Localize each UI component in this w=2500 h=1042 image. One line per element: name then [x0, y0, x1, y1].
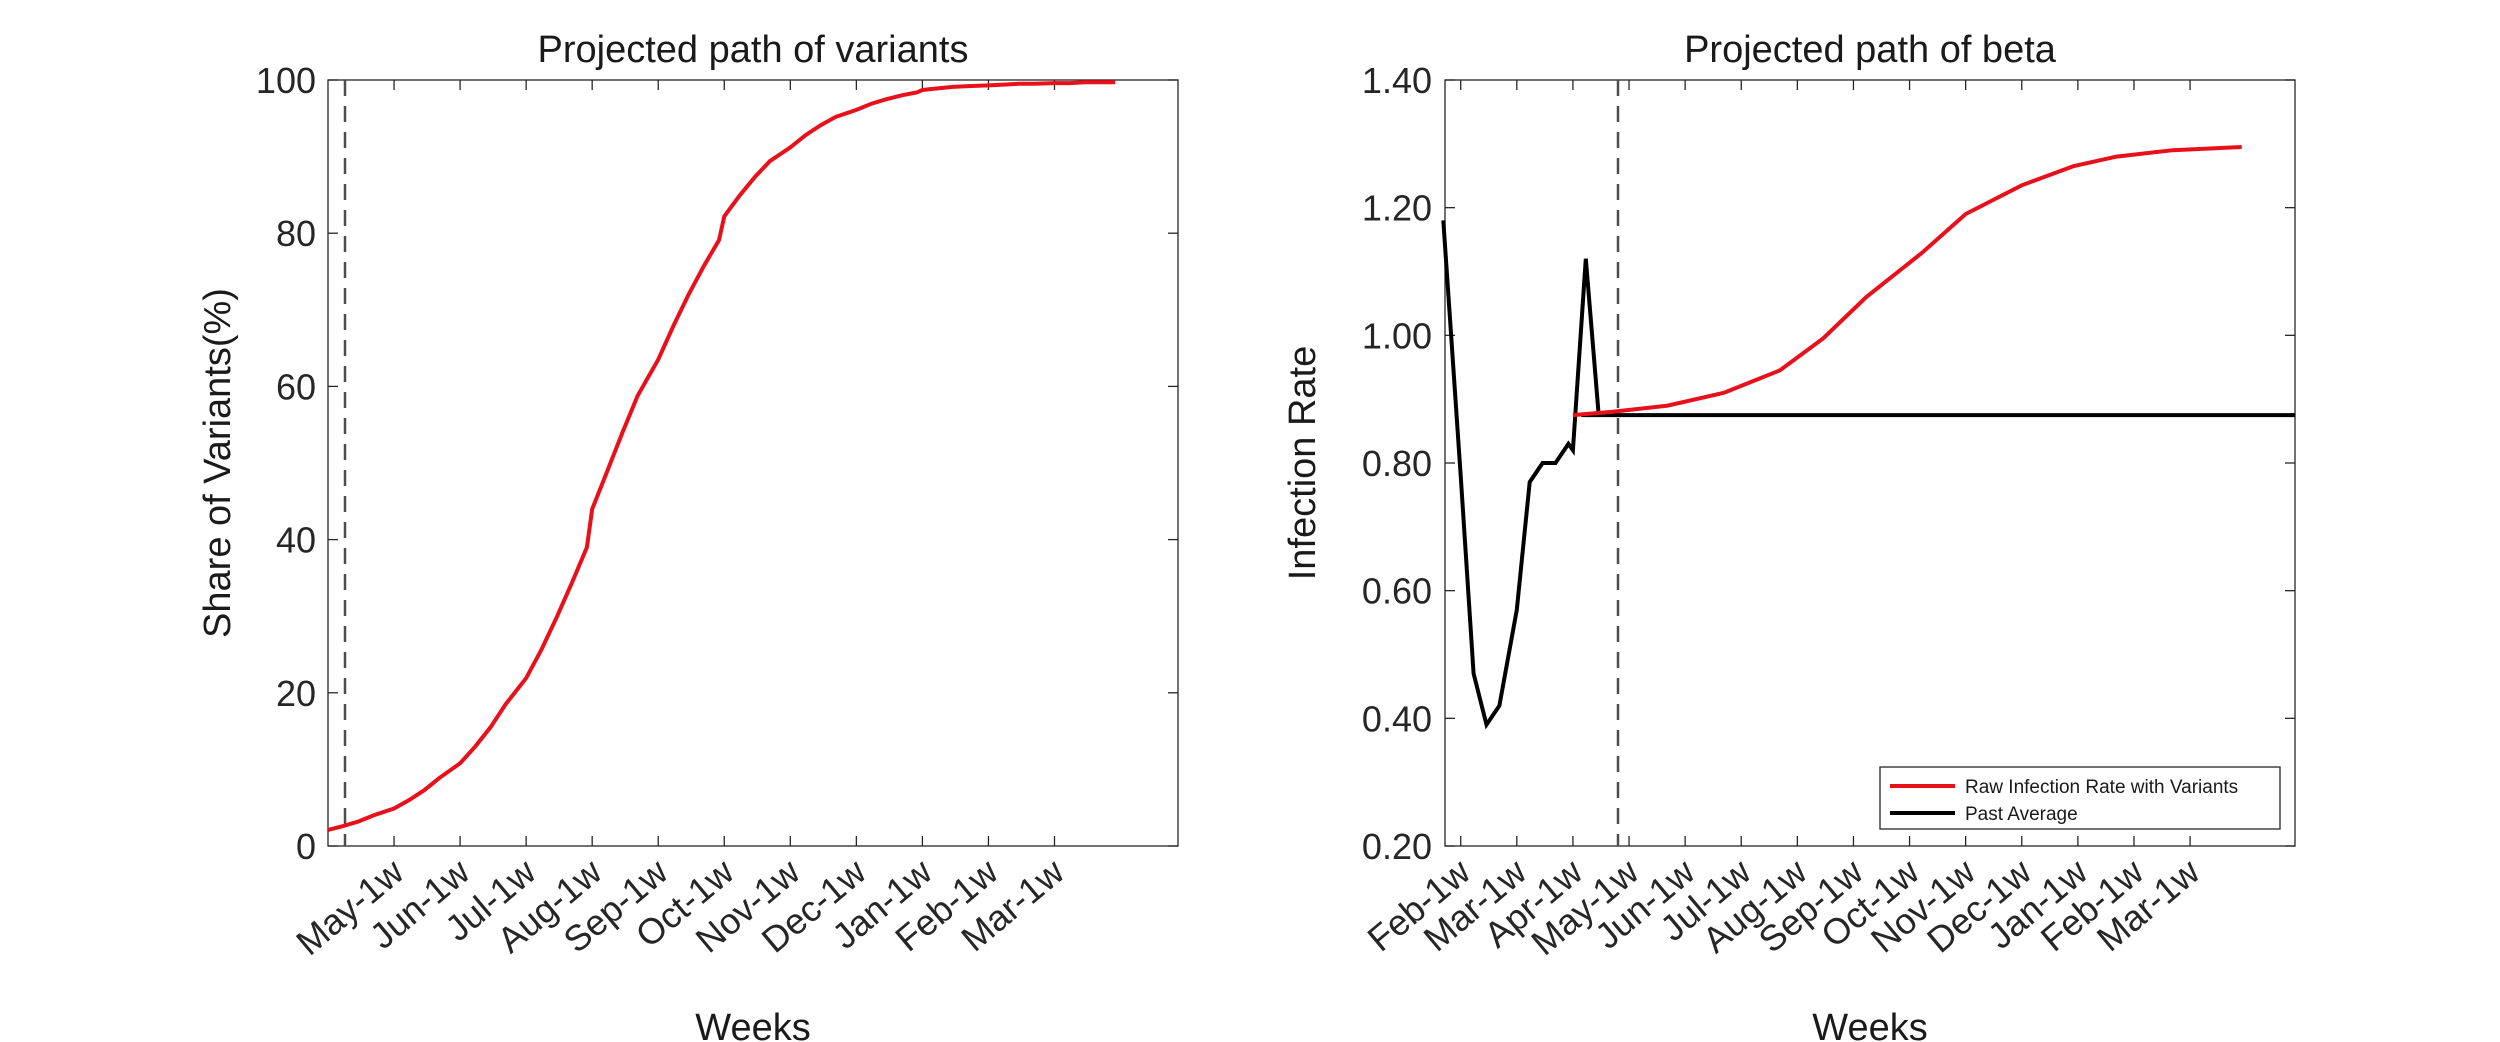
y-ticks-left: 0 20 40 60 80 100: [256, 60, 1178, 867]
chart-beta: Projected path of beta Weeks Infection R…: [1282, 29, 2296, 1042]
x-axis-label-right: Weeks: [1812, 1007, 1927, 1042]
y-tick-label: 60: [276, 366, 316, 407]
y-tick-label: 0: [296, 826, 316, 867]
plot-area-right: [1444, 79, 2296, 847]
y-tick-label: 20: [276, 673, 316, 714]
chart-title-left: Projected path of variants: [538, 29, 969, 71]
series-line-past-average: [1441, 220, 2295, 730]
y-tick-label: 40: [276, 520, 316, 561]
series-line-raw-infection-rate: [1572, 145, 2242, 418]
y-tick-label: 0.80: [1362, 443, 1432, 484]
chart-variants: Projected path of variants Weeks Share o…: [197, 29, 1179, 1042]
legend-label-avg: Past Average: [1965, 804, 2078, 825]
y-tick-label: 0.60: [1362, 571, 1432, 612]
y-tick-label: 0.40: [1362, 698, 1432, 739]
y-axis-label-right: Infection Rate: [1282, 346, 1324, 580]
legend: Raw Infection Rate with Variants Past Av…: [1879, 766, 2281, 830]
legend-box: [1879, 766, 2281, 830]
series-line-variants-share: [327, 80, 1116, 832]
y-tick-label: 80: [276, 213, 316, 254]
y-ticks-right: 0.20 0.40 0.60 0.80 1.00 1.20 1.40: [1362, 60, 2295, 867]
y-tick-label: 100: [256, 60, 316, 101]
y-axis-label-left: Share of Variants(%): [197, 288, 239, 638]
y-tick-label: 0.20: [1362, 826, 1432, 867]
x-axis-label-left: Weeks: [695, 1007, 810, 1042]
y-tick-label: 1.00: [1362, 315, 1432, 356]
plot-area-left: [327, 79, 1179, 847]
y-tick-label: 1.20: [1362, 188, 1432, 229]
y-tick-label: 1.40: [1362, 60, 1432, 101]
chart-title-right: Projected path of beta: [1684, 29, 2057, 71]
legend-label-raw: Raw Infection Rate with Variants: [1965, 777, 2238, 798]
